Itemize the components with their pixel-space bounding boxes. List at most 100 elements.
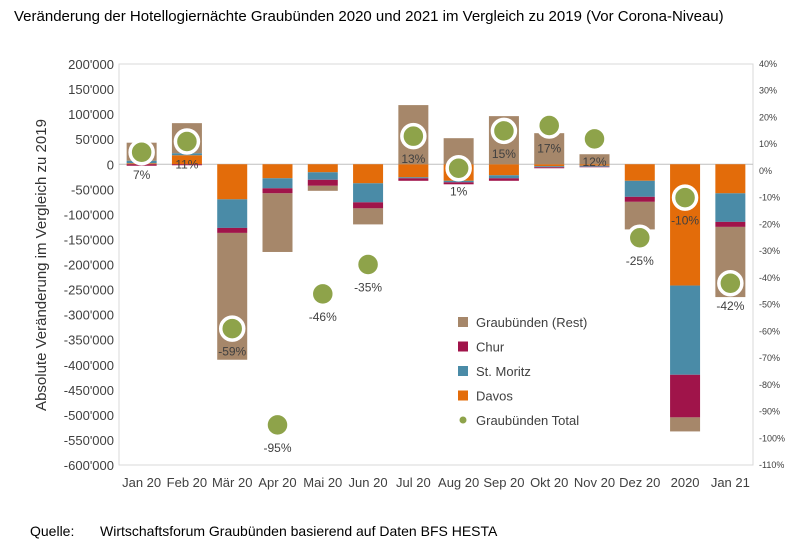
bar-segment [398, 177, 429, 179]
bar-segment [579, 164, 610, 166]
bar-segment [624, 196, 655, 202]
plot-border [118, 63, 754, 466]
bar-segment [307, 164, 338, 173]
y-tick-label: 0 [107, 157, 114, 172]
bar-segment [624, 180, 655, 197]
y2-tick-label: -90% [759, 407, 780, 417]
legend: Graubünden (Rest) Chur St. Moritz Davos Grau… [448, 308, 598, 433]
percent-label: -42% [716, 299, 744, 313]
plot-frame [118, 63, 754, 466]
x-tick-label: Feb 20 [167, 475, 207, 490]
y-tick-label: 200'000 [68, 57, 114, 72]
total-point [671, 184, 699, 211]
percent-label: -25% [626, 254, 654, 268]
bar-segment [353, 202, 384, 209]
bar-segment [307, 185, 338, 191]
total-point [535, 112, 563, 139]
legend-label: St. Moritz [476, 364, 531, 379]
y2-tick-label: -100% [759, 433, 785, 443]
y-tick-label: -100'000 [64, 207, 114, 222]
bar-segment [443, 182, 474, 185]
percent-label: 15% [492, 147, 516, 161]
y-tick-label: -50'000 [71, 182, 114, 197]
legend-swatch [458, 390, 468, 401]
bar-segment [262, 164, 293, 179]
total-point [173, 128, 201, 155]
legend-label: Graubünden (Rest) [476, 315, 587, 330]
y2-tick-label: -30% [759, 246, 780, 256]
bar-segment [443, 180, 474, 183]
percent-label: -46% [309, 310, 337, 324]
percent-label: -10% [671, 214, 699, 228]
bar-segment [488, 175, 519, 179]
x-tick-label: Mär 20 [212, 475, 252, 490]
legend-swatch [458, 317, 468, 327]
total-point [490, 117, 518, 145]
bar-segment [217, 199, 248, 228]
bar-segment [488, 178, 519, 181]
y2-tick-label: 30% [759, 86, 777, 96]
bar-segment [579, 165, 610, 167]
percent-label: 11% [175, 158, 198, 172]
percent-labels: 7% 11% -59% -95% -46% -35% 13% 1% 15% 17% 12% -25% -… [133, 141, 745, 454]
x-tick-label: Okt 20 [530, 475, 568, 490]
y2-tick-label: -70% [759, 353, 780, 363]
percent-label: 1% [450, 184, 468, 198]
x-tick-label: Jan 21 [711, 475, 750, 490]
y-tick-label: -600'000 [64, 458, 114, 473]
total-point [128, 138, 155, 166]
bar-segment [262, 193, 293, 252]
y2-tick-label: -10% [759, 193, 780, 203]
x-tick-label: 2020 [671, 475, 700, 490]
bar-segment [398, 178, 429, 181]
y-axis-label: Absolute Veränderung im Vergleich zu 201… [33, 119, 50, 411]
y2-tick-label: -80% [759, 380, 780, 390]
total-point [400, 122, 427, 150]
y2-tick-label: 0% [759, 166, 772, 176]
x-tick-label: Apr 20 [258, 475, 296, 490]
x-tick-label: Dez 20 [619, 475, 660, 490]
source-label: Quelle: [30, 523, 75, 539]
y-tick-label: -200'000 [64, 258, 114, 273]
y2-tick-label: 10% [759, 139, 777, 149]
y-tick-label: -450'000 [64, 383, 114, 398]
source-text: Wirtschaftsforum Graubünden basierend au… [100, 523, 498, 539]
total-point [626, 224, 654, 252]
y-tick-label: 100'000 [68, 107, 114, 122]
y-tick-label: -250'000 [64, 283, 114, 298]
bar-segment [307, 179, 338, 186]
y-tick-label: -400'000 [64, 358, 114, 373]
total-point [354, 251, 382, 278]
bar-segment [398, 164, 429, 178]
y-tick-label: -300'000 [64, 308, 114, 323]
bar-segment [353, 164, 384, 184]
x-tick-label: Jul 20 [396, 475, 431, 490]
percent-label: 17% [537, 141, 561, 155]
y2-tick-label: -40% [759, 273, 780, 283]
y-axis-ticks: 200'000 150'000 100'000 50'000 0 -50'000 -100'… [64, 57, 114, 473]
percent-label: 7% [133, 168, 151, 182]
total-point [309, 280, 337, 308]
legend-swatch [458, 341, 468, 352]
legend-swatch [458, 366, 468, 376]
bar-segment [353, 208, 384, 225]
x-tick-label: Nov 20 [574, 475, 615, 490]
legend-label: Chur [476, 340, 505, 355]
source-note: Quelle: Wirtschaftsforum Graubünden basie… [30, 523, 497, 539]
bar-segment [534, 167, 565, 169]
bar-segment [670, 417, 701, 432]
x-axis-ticks: Jan 20 Feb 20 Mär 20 Apr 20 Mai 20 Jun 20 Jul … [122, 475, 750, 490]
bar-segment [307, 172, 338, 180]
bar-segment [262, 178, 293, 189]
x-tick-label: Sep 20 [483, 475, 524, 490]
percent-label: 12% [582, 155, 606, 169]
bar-segment [715, 193, 746, 222]
percent-label: 13% [401, 152, 425, 166]
total-point [218, 315, 246, 342]
bar-segment [670, 374, 701, 418]
bar-segment [715, 221, 746, 227]
x-tick-label: Mai 20 [303, 475, 342, 490]
bar-segment [353, 183, 384, 203]
bar-segment [488, 164, 519, 176]
